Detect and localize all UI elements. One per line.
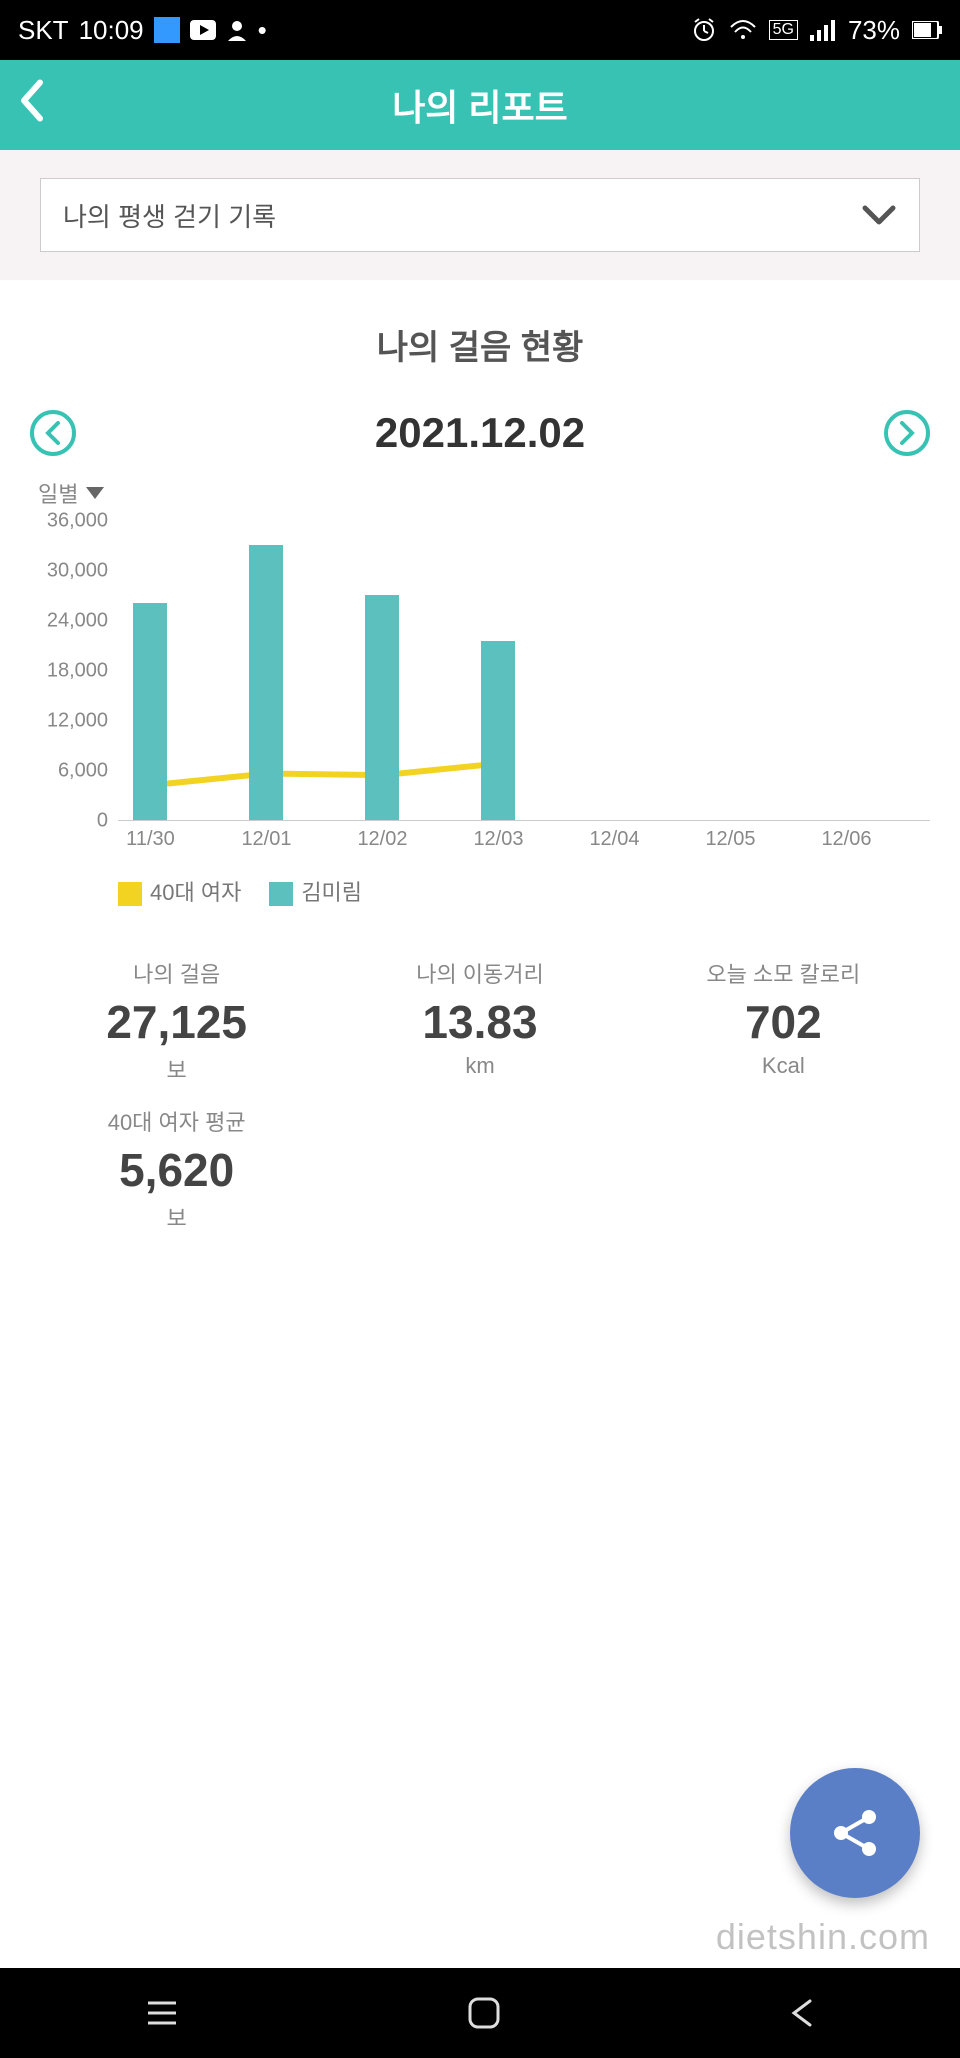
triangle-down-icon <box>84 485 106 501</box>
selector-label: 나의 평생 걷기 기록 <box>63 197 276 234</box>
steps-chart: 06,00012,00018,00024,00030,00036,000 11/… <box>30 521 930 861</box>
stat-title: 오늘 소모 칼로리 <box>637 957 930 989</box>
stat-title: 40대 여자 평균 <box>30 1105 323 1137</box>
y-tick-label: 6,000 <box>38 760 108 783</box>
chevron-left-icon <box>44 421 62 445</box>
stat-value: 5,620 <box>30 1143 323 1197</box>
status-left: SKT 10:09 • <box>18 15 267 46</box>
status-bar: SKT 10:09 • 5G 73% <box>0 0 960 60</box>
record-selector[interactable]: 나의 평생 걷기 기록 <box>40 178 920 252</box>
page-title: 나의 리포트 <box>392 79 568 131</box>
x-tick-label: 12/02 <box>357 828 407 851</box>
signal-icon <box>810 19 836 41</box>
y-tick-label: 0 <box>38 810 108 833</box>
stat-unit: 보 <box>30 1201 323 1233</box>
stat-value: 13.83 <box>333 995 626 1049</box>
current-date: 2021.12.02 <box>375 409 585 457</box>
youtube-icon <box>190 20 216 40</box>
y-tick-label: 36,000 <box>38 510 108 533</box>
granularity-selector[interactable]: 일별 <box>38 477 930 509</box>
share-icon <box>825 1803 885 1863</box>
y-tick-label: 24,000 <box>38 610 108 633</box>
network-label: 5G <box>769 20 798 40</box>
stat-average: 40대 여자 평균 5,620 보 <box>30 1105 323 1233</box>
nav-back-button[interactable] <box>788 1997 816 2029</box>
wifi-icon <box>729 19 757 41</box>
stat-unit: 보 <box>30 1053 323 1085</box>
app-indicator-icon <box>154 17 180 43</box>
legend-label-1: 40대 여자 <box>150 880 241 905</box>
x-tick-label: 12/06 <box>821 828 871 851</box>
x-tick-label: 12/03 <box>473 828 523 851</box>
chart-legend: 40대 여자 김미림 <box>118 875 930 907</box>
back-button[interactable] <box>18 79 46 132</box>
prev-date-button[interactable] <box>30 410 76 456</box>
watermark: dietshin.com <box>716 1916 930 1958</box>
battery-icon <box>912 21 942 39</box>
chart-plot-area: 11/3012/0112/0212/0312/0412/0512/06 <box>118 521 930 821</box>
system-nav-bar <box>0 1968 960 2058</box>
x-tick-label: 12/05 <box>705 828 755 851</box>
profile-icon <box>226 19 248 41</box>
stat-title: 나의 걸음 <box>30 957 323 989</box>
legend-item-2: 김미림 <box>269 875 362 907</box>
stats-grid: 나의 걸음 27,125 보 나의 이동거리 13.83 km 오늘 소모 칼로… <box>30 957 930 1233</box>
stat-title: 나의 이동거리 <box>333 957 626 989</box>
y-tick-label: 18,000 <box>38 660 108 683</box>
chart-line-layer <box>118 521 930 820</box>
stat-distance: 나의 이동거리 13.83 km <box>333 957 626 1085</box>
date-navigator: 2021.12.02 <box>30 409 930 457</box>
y-tick-label: 30,000 <box>38 560 108 583</box>
clock-label: 10:09 <box>79 15 144 46</box>
main-content: 나의 걸음 현황 2021.12.02 일별 0 6,000 12,000 18,00… <box>0 280 960 1968</box>
chart-bar <box>365 595 399 820</box>
legend-swatch-1 <box>118 882 142 906</box>
stat-unit: km <box>333 1053 626 1079</box>
app-header: 나의 리포트 <box>0 60 960 150</box>
selector-section: 나의 평생 걷기 기록 <box>0 150 960 280</box>
chart-bar <box>249 545 283 820</box>
share-button[interactable] <box>790 1768 920 1898</box>
alarm-icon <box>691 17 717 43</box>
chevron-left-icon <box>18 79 46 123</box>
x-tick-label: 11/30 <box>126 828 175 851</box>
granularity-label: 일별 <box>38 477 78 509</box>
next-date-button[interactable] <box>884 410 930 456</box>
chart-bar <box>481 641 515 820</box>
legend-item-1: 40대 여자 <box>118 875 241 907</box>
x-tick-label: 12/01 <box>241 828 291 851</box>
x-tick-label: 12/04 <box>589 828 639 851</box>
chevron-right-icon <box>898 421 916 445</box>
recents-button[interactable] <box>144 1999 180 2027</box>
status-right: 5G 73% <box>691 15 942 46</box>
stat-unit: Kcal <box>637 1053 930 1079</box>
carrier-label: SKT <box>18 15 69 46</box>
stat-value: 27,125 <box>30 995 323 1049</box>
section-title: 나의 걸음 현황 <box>30 320 930 369</box>
battery-label: 73% <box>848 15 900 46</box>
home-button[interactable] <box>467 1996 501 2030</box>
dot-icon: • <box>258 15 267 46</box>
stat-steps: 나의 걸음 27,125 보 <box>30 957 323 1085</box>
stat-calories: 오늘 소모 칼로리 702 Kcal <box>637 957 930 1085</box>
legend-swatch-2 <box>269 882 293 906</box>
stat-value: 702 <box>637 995 930 1049</box>
chart-bar <box>133 603 167 820</box>
y-tick-label: 12,000 <box>38 710 108 733</box>
chevron-down-icon <box>861 204 897 226</box>
legend-label-2: 김미림 <box>301 880 362 905</box>
